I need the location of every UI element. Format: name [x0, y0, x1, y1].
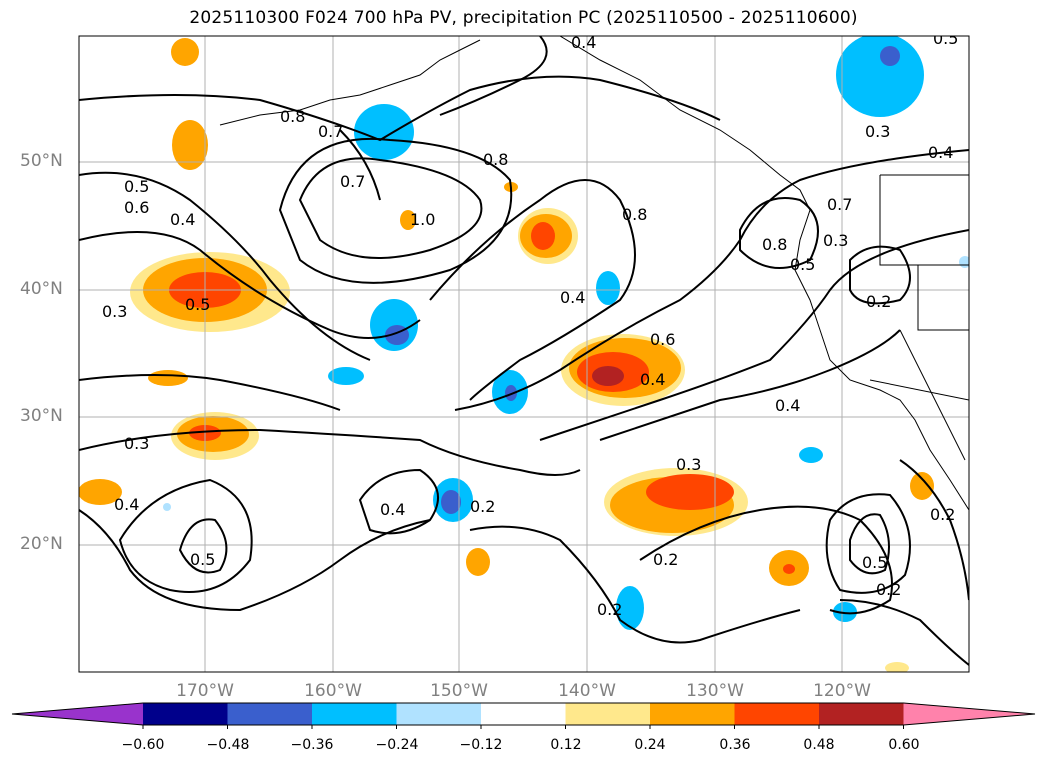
colorbar-swatch: [312, 703, 397, 725]
contour-label: 0.3: [676, 455, 701, 474]
lon-label: 120°W: [813, 681, 871, 701]
contour-label: 1.0: [410, 210, 435, 229]
contour-label: 0.4: [380, 500, 405, 519]
contour-label: 0.8: [762, 235, 787, 254]
coastline: [219, 36, 969, 511]
colorbar-swatch: [903, 703, 1035, 725]
lat-label: 50°N: [20, 151, 63, 171]
map-title: 2025110300 F024 700 hPa PV, precipitatio…: [189, 8, 858, 28]
colorbar-swatch: [227, 703, 312, 725]
contour-label: 0.5: [933, 29, 958, 48]
contour-label: 0.4: [775, 396, 800, 415]
contour-label: 0.5: [124, 177, 149, 196]
contour-label: 0.4: [560, 288, 585, 307]
colorbar-swatch: [650, 703, 735, 725]
colorbar-swatch: [734, 703, 819, 725]
contour-label: 0.8: [483, 150, 508, 169]
colorbar-swatch: [12, 703, 143, 725]
contour-label: 0.3: [823, 231, 848, 250]
colorbar-tick-label: 0.60: [888, 737, 920, 753]
contour-label: 0.2: [653, 550, 678, 569]
lon-label: 160°W: [304, 681, 362, 701]
contour-label: 0.5: [862, 553, 887, 572]
colorbar-swatch: [481, 703, 566, 725]
colorbar-tick-label: −0.24: [375, 737, 419, 753]
contour-label: 0.4: [640, 370, 665, 389]
colorbar-tick-label: −0.60: [121, 737, 165, 753]
lon-label: 130°W: [686, 681, 744, 701]
contour-label: 0.2: [930, 505, 955, 524]
contour-label: 0.3: [865, 122, 890, 141]
lon-label: 170°W: [176, 681, 234, 701]
precip-negative-shading: [163, 36, 969, 630]
contour-label: 0.3: [124, 434, 149, 453]
contour-label-group: 0.8 0.7 0.5 0.6 0.4 0.3 0.7 1.0 0.8 0.8 …: [102, 29, 958, 619]
lon-label: 150°W: [430, 681, 488, 701]
pv-contours: [79, 36, 969, 666]
contour-label: 0.2: [876, 580, 901, 599]
precip-positive-shading: [79, 38, 934, 672]
colorbar-tick-label: 0.48: [803, 737, 835, 753]
contour-label: 0.5: [185, 295, 210, 314]
lat-label: 20°N: [20, 534, 63, 554]
contour-label: 0.2: [866, 292, 891, 311]
colorbar-tick-label: 0.12: [550, 737, 582, 753]
contour-label: 0.2: [470, 497, 495, 516]
contour-label: 0.4: [114, 495, 139, 514]
lon-label: 140°W: [558, 681, 616, 701]
contour-label: 0.6: [124, 198, 149, 217]
colorbar-swatch: [143, 703, 228, 725]
contour-label: 0.6: [650, 330, 675, 349]
colorbar-swatches: [11, 702, 1036, 726]
graticule: [79, 36, 969, 672]
colorbar-swatch: [565, 703, 650, 725]
contour-label: 0.7: [827, 195, 852, 214]
contour-label: 0.5: [190, 550, 215, 569]
contour-label: 0.4: [170, 210, 195, 229]
contour-label: 0.7: [340, 172, 365, 191]
contour-label: 0.8: [280, 107, 305, 126]
contour-label: 0.2: [597, 600, 622, 619]
colorbar-tick-label: 0.36: [719, 737, 751, 753]
contour-label: 0.4: [928, 143, 953, 162]
colorbar-swatch: [819, 703, 904, 725]
colorbar-tick-label: −0.12: [459, 737, 503, 753]
contour-label: 0.3: [102, 302, 127, 321]
lat-label: 40°N: [20, 279, 63, 299]
colorbar-swatch: [396, 703, 481, 725]
contour-label: 0.5: [790, 255, 815, 274]
lat-label: 30°N: [20, 406, 63, 426]
colorbar-tick-label: −0.48: [206, 737, 250, 753]
map-frame: [78, 35, 970, 673]
contour-label: 0.7: [318, 122, 343, 141]
colorbar-tick-label: 0.24: [634, 737, 666, 753]
colorbar-tick-label: −0.36: [290, 737, 334, 753]
contour-label: 0.4: [571, 33, 596, 52]
contour-label: 0.8: [622, 205, 647, 224]
